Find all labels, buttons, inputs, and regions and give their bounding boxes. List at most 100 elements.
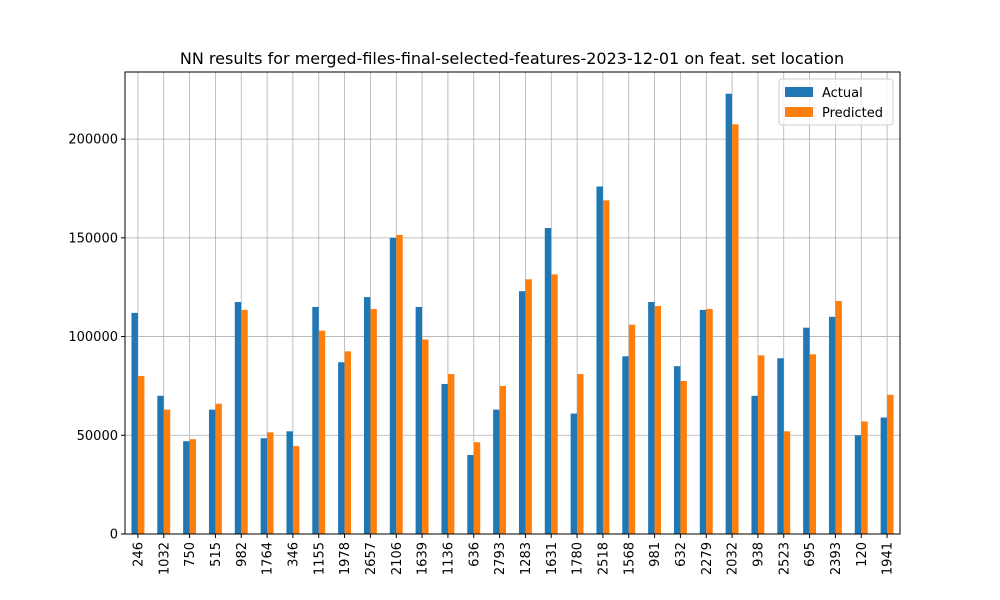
bar-predicted-2393: [835, 301, 842, 534]
legend-label-predicted: Predicted: [822, 106, 883, 121]
x-tick-label: 2279: [700, 542, 715, 575]
bar-actual-2523: [777, 358, 784, 534]
legend-label-actual: Actual: [822, 86, 863, 101]
x-tick-label: 981: [648, 542, 663, 567]
x-tick-label: 982: [235, 542, 250, 567]
bar-actual-515: [208, 409, 216, 534]
bar-actual-1155: [312, 306, 319, 534]
bar-predicted-2657: [370, 308, 377, 534]
bar-predicted-2793: [499, 385, 507, 534]
x-tick-label: 2106: [390, 542, 405, 575]
bar-predicted-1032: [163, 409, 171, 534]
bar-actual-2518: [596, 186, 603, 534]
bar-predicted-938: [757, 355, 765, 534]
bar-actual-2393: [828, 316, 836, 534]
bar-actual-1032: [157, 395, 164, 534]
bar-predicted-2106: [396, 234, 403, 534]
x-tick-label: 636: [467, 542, 482, 567]
bar-predicted-246: [137, 376, 145, 534]
bar-predicted-1639: [422, 339, 429, 534]
bar-actual-246: [131, 312, 138, 534]
bar-predicted-981: [654, 305, 662, 534]
bar-predicted-1631: [551, 274, 558, 534]
bar-predicted-750: [189, 439, 197, 534]
bar-actual-695: [803, 327, 810, 534]
bar-actual-981: [648, 302, 655, 534]
x-tick-label: 120: [855, 542, 870, 567]
bar-actual-1568: [622, 356, 629, 534]
bar-predicted-346: [292, 446, 300, 534]
bar-actual-1764: [260, 438, 268, 534]
x-tick-label: 515: [209, 542, 224, 567]
x-tick-label: 1978: [338, 542, 353, 575]
bar-predicted-1155: [318, 330, 326, 534]
x-tick-label: 1136: [441, 542, 456, 575]
legend-swatch-actual: [785, 87, 813, 97]
bar-predicted-2518: [602, 200, 610, 535]
y-tick-label: 100000: [68, 330, 118, 345]
bar-predicted-2523: [783, 431, 791, 534]
x-tick-label: 1155: [312, 542, 327, 575]
x-tick-label: 2523: [777, 542, 792, 575]
bar-predicted-120: [861, 421, 868, 534]
legend-swatch-predicted: [785, 107, 813, 117]
bar-predicted-515: [215, 403, 222, 534]
bar-actual-1283: [518, 291, 526, 534]
bar-predicted-1780: [577, 374, 584, 534]
chart-title: NN results for merged-files-final-select…: [180, 49, 844, 68]
bar-predicted-1978: [344, 351, 352, 534]
bar-actual-1941: [880, 417, 888, 534]
x-tick-label: 246: [131, 542, 146, 567]
x-tick-label: 1764: [261, 542, 276, 575]
x-tick-label: 632: [674, 542, 689, 567]
bar-predicted-1568: [628, 324, 636, 534]
bar-actual-938: [751, 395, 758, 534]
x-tick-label: 1941: [881, 542, 896, 575]
bar-predicted-1764: [267, 432, 274, 534]
bar-predicted-632: [680, 380, 687, 534]
x-tick-label: 1780: [571, 542, 586, 575]
x-tick-label: 2518: [596, 542, 611, 575]
bar-predicted-982: [241, 309, 248, 534]
bar-actual-982: [234, 302, 242, 534]
x-tick-label: 1631: [545, 542, 560, 575]
y-tick-label: 150000: [68, 231, 118, 246]
bar-actual-632: [673, 366, 681, 534]
y-tick-label: 200000: [68, 133, 118, 148]
bar-predicted-1283: [525, 279, 532, 534]
x-tick-label: 938: [751, 542, 766, 567]
x-tick-label: 750: [183, 542, 198, 567]
x-tick-label: 2657: [364, 542, 379, 575]
bar-actual-2657: [363, 297, 371, 534]
y-tick-label: 0: [110, 528, 118, 543]
x-tick-label: 695: [803, 542, 818, 567]
x-tick-label: 1568: [622, 542, 637, 575]
bar-predicted-636: [473, 442, 481, 534]
x-tick-label: 2393: [829, 542, 844, 575]
bar-actual-120: [854, 435, 862, 534]
x-tick-label: 1032: [157, 542, 172, 575]
bar-actual-2032: [725, 93, 733, 534]
bar-predicted-1941: [887, 394, 894, 534]
x-tick-label: 2793: [493, 542, 508, 575]
plot-frame: [124, 71, 901, 535]
legend: Actual Predicted: [778, 78, 894, 126]
x-tick-label: 1283: [519, 542, 534, 575]
bar-actual-2793: [493, 409, 500, 534]
bar-actual-1631: [544, 227, 552, 534]
x-tick-label: 2032: [726, 542, 741, 575]
y-tick-label: 50000: [77, 429, 118, 444]
bar-actual-1639: [415, 306, 423, 534]
bar-actual-2279: [699, 309, 707, 534]
x-tick-label: 346: [286, 542, 301, 567]
bar-actual-1136: [441, 383, 448, 534]
bar-actual-2106: [389, 237, 397, 534]
bar-predicted-2279: [706, 308, 713, 534]
bar-actual-1780: [570, 413, 578, 534]
bar-actual-1978: [338, 362, 345, 534]
bars-layer: [131, 93, 894, 535]
bar-predicted-1136: [447, 374, 455, 534]
x-tick-label: 1639: [416, 542, 431, 575]
